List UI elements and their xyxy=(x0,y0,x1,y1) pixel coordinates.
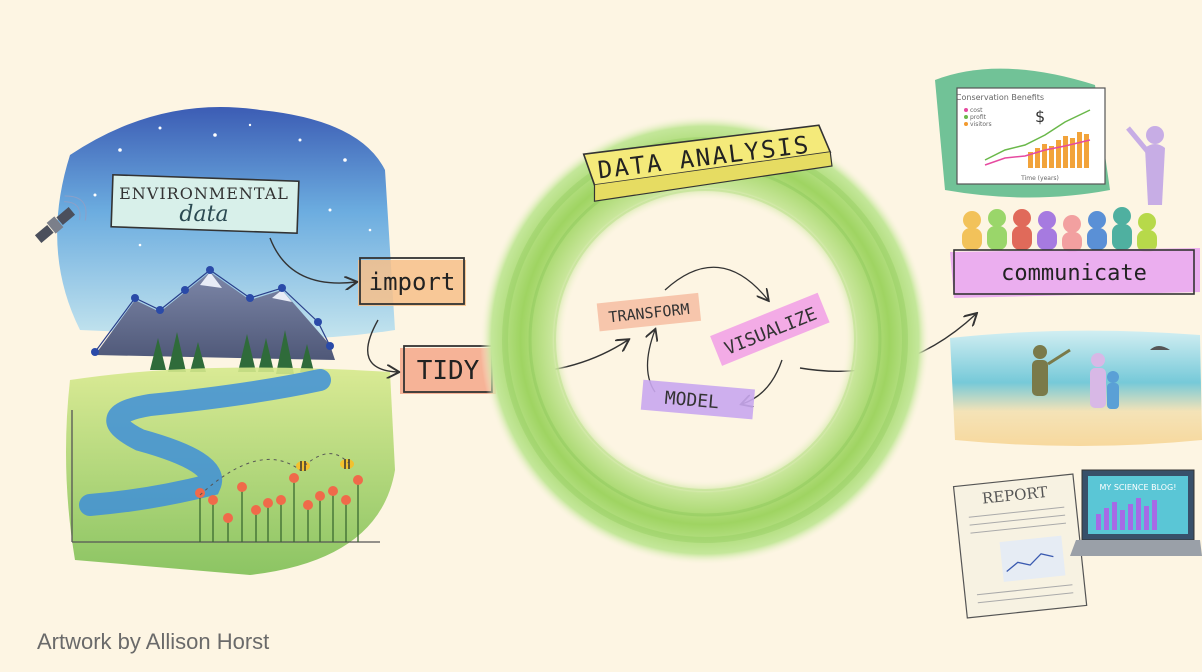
river xyxy=(79,369,331,516)
mountains xyxy=(95,272,335,360)
environmental-title-line2: data xyxy=(179,202,228,227)
environmental-data-label: ENVIRONMENTAL data xyxy=(110,173,300,235)
artwork-credit: Artwork by Allison Horst xyxy=(37,629,270,654)
import-step: import xyxy=(358,257,466,306)
transform-step: TRANSFORM xyxy=(596,292,702,332)
environmental-title-line1: ENVIRONMENTAL xyxy=(119,184,289,203)
arrow-to-import xyxy=(269,237,356,283)
presentation-chart: Conservation Benefits cost profit visito… xyxy=(956,87,1106,185)
bee-icon xyxy=(340,459,354,469)
presenter-figure xyxy=(1126,126,1165,205)
report-document: REPORT xyxy=(952,473,1088,619)
audience xyxy=(962,207,1157,252)
communicate-panel: Conservation Benefits cost profit visito… xyxy=(935,68,1202,619)
model-label: MODEL xyxy=(664,388,720,414)
svg-text:$: $ xyxy=(1035,107,1045,126)
tidy-step: TIDY xyxy=(400,345,496,394)
presentation-chart-title: Conservation Benefits xyxy=(956,93,1044,102)
laptop-blog: MY SCIENCE BLOG! xyxy=(1070,469,1202,556)
meadow xyxy=(66,367,395,575)
axis-frame xyxy=(71,410,380,543)
communicate-label: communicate xyxy=(1001,261,1147,286)
elevation-dots xyxy=(91,266,334,356)
bee-icon xyxy=(296,461,310,471)
trees xyxy=(150,330,314,374)
flower-lollipops xyxy=(195,473,363,542)
arrow-import-to-tidy xyxy=(367,319,398,372)
presentation-chart-xlabel: Time (years) xyxy=(1020,175,1059,182)
legend-visitors: visitors xyxy=(970,121,992,128)
environmental-data-scene: ENVIRONMENTAL data xyxy=(34,107,396,575)
elevation-dots-line xyxy=(94,269,331,353)
tidy-label: TIDY xyxy=(417,356,480,386)
stars xyxy=(93,123,372,247)
blog-label: MY SCIENCE BLOG! xyxy=(1100,483,1177,492)
presentation-bars xyxy=(1028,132,1089,168)
legend-cost: cost xyxy=(970,107,983,114)
communicate-step: communicate xyxy=(950,248,1200,298)
legend-profit: profit xyxy=(970,114,987,121)
satellite-icon xyxy=(34,195,87,243)
import-label: import xyxy=(369,268,456,296)
beach-scene xyxy=(950,330,1202,446)
model-step: MODEL xyxy=(640,379,755,420)
